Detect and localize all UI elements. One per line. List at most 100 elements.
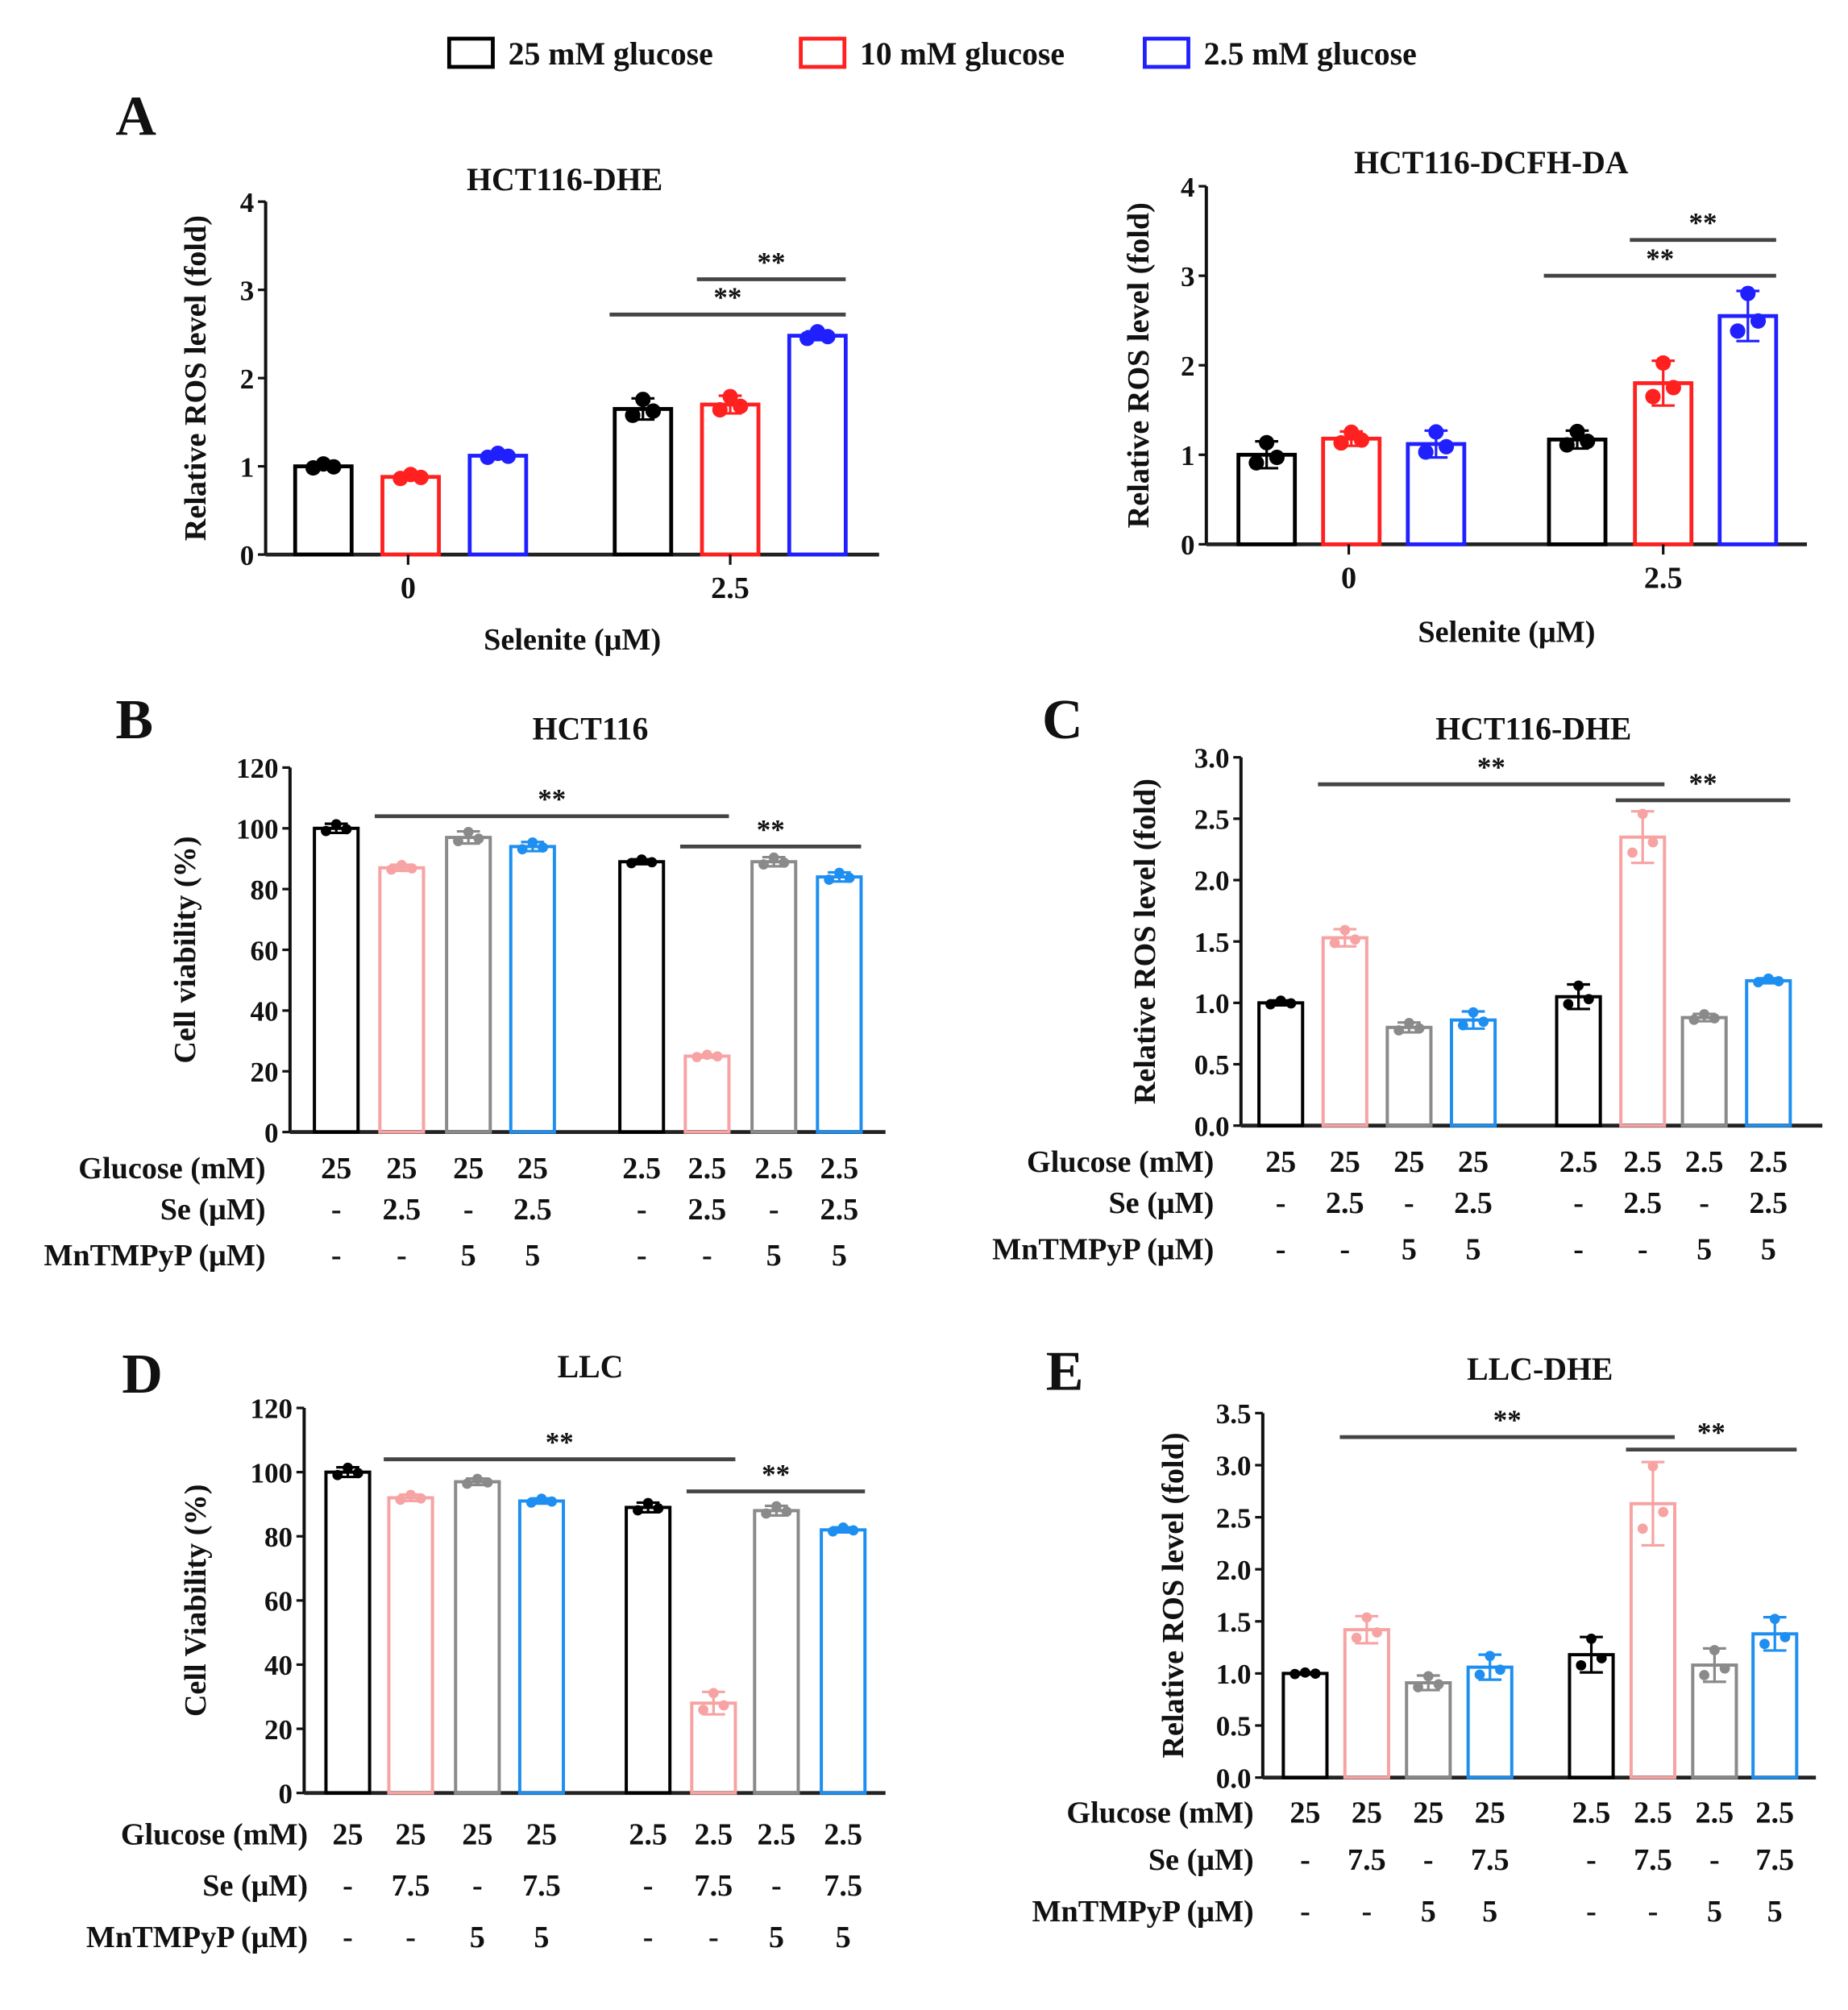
- table-cell: 25: [386, 1152, 417, 1186]
- legend-label: 10 mM glucose: [860, 36, 1065, 72]
- table-cell: -: [1638, 1232, 1648, 1266]
- bar: [1385, 1025, 1433, 1128]
- data-point: [1569, 423, 1585, 439]
- data-point: [1740, 285, 1756, 301]
- table-cell: 5: [1402, 1232, 1417, 1266]
- table-row-label: MnTMPyP (μM): [86, 1921, 308, 1954]
- data-point: [1393, 1025, 1405, 1036]
- bar: [753, 1509, 800, 1795]
- table-cell: 5: [1421, 1895, 1436, 1929]
- data-point: [635, 392, 651, 408]
- table-cell: -: [1300, 1843, 1310, 1877]
- data-point: [415, 1493, 426, 1504]
- chart-title: HCT116-DCFH-DA: [1354, 145, 1629, 181]
- data-point: [768, 852, 779, 863]
- panel-letter: A: [115, 85, 156, 147]
- table-cell: 5: [1761, 1232, 1776, 1266]
- table-cell: -: [637, 1193, 647, 1227]
- table-cell: -: [769, 1193, 779, 1227]
- bar: [1745, 978, 1792, 1128]
- data-point: [1439, 438, 1455, 455]
- table-cell: -: [397, 1239, 407, 1273]
- y-axis-label: Relative ROS level (fold): [1128, 779, 1162, 1104]
- data-point: [1300, 1667, 1310, 1678]
- table-cell: 5: [769, 1921, 784, 1954]
- bar: [517, 1499, 566, 1795]
- y-tick-label: 2.0: [1216, 1555, 1252, 1586]
- table-cell: -: [1648, 1895, 1659, 1929]
- table-cell: 7.5: [1634, 1843, 1672, 1877]
- table-cell: 25: [517, 1152, 548, 1186]
- table-cell: 2.5: [1749, 1186, 1788, 1220]
- data-point: [1647, 1460, 1659, 1472]
- chart-panel-3: C HCT116-DHE Relative ROS level (fold) 0.0 0…: [992, 689, 1823, 1266]
- table-cell: 5: [1767, 1895, 1783, 1929]
- significance-label: **: [762, 1459, 790, 1490]
- bar: [454, 1480, 501, 1795]
- x-tick-label: 2.5: [711, 571, 750, 605]
- panel-letter: B: [115, 689, 153, 751]
- data-point: [722, 388, 738, 405]
- data-point: [625, 407, 641, 423]
- data-point: [527, 837, 538, 848]
- table-cell: 2.5: [1685, 1145, 1724, 1179]
- bar: [816, 875, 863, 1134]
- table-cell: -: [1404, 1186, 1414, 1220]
- table-row-label: Se (μM): [202, 1869, 308, 1903]
- bar: [1321, 936, 1368, 1128]
- data-point: [326, 459, 342, 475]
- table-cell: -: [1573, 1232, 1584, 1266]
- bar: [1717, 314, 1779, 546]
- charts: A HCT116-DHE Relative ROS level (fold) 0 1 2 3…: [44, 85, 1823, 1954]
- table-cell: -: [472, 1869, 483, 1903]
- x-tick-label: 0: [401, 571, 416, 605]
- data-point: [718, 1700, 729, 1711]
- bar: [820, 1528, 867, 1795]
- data-point: [1495, 1664, 1505, 1676]
- data-point: [1719, 1663, 1730, 1674]
- data-point: [538, 842, 548, 853]
- bar: [1680, 1015, 1728, 1128]
- data-point: [341, 824, 352, 835]
- table-cell: -: [1339, 1232, 1350, 1266]
- data-point: [848, 1525, 859, 1536]
- data-point: [1559, 437, 1575, 453]
- bar: [1343, 1628, 1390, 1780]
- table-row-label: MnTMPyP (μM): [992, 1232, 1214, 1266]
- table-cell: 25: [395, 1817, 426, 1851]
- data-point: [712, 1051, 723, 1062]
- data-point: [1414, 1023, 1425, 1034]
- bar: [380, 475, 441, 557]
- significance-label: **: [758, 247, 786, 278]
- y-tick-label: 2: [240, 363, 255, 395]
- table-cell: 2.5: [754, 1152, 793, 1186]
- data-point: [844, 872, 855, 883]
- chart-panel-2: B HCT116 Cell viability (%) 0 20 40 60 80 100 120…: [44, 689, 886, 1273]
- table-cell: -: [463, 1193, 474, 1227]
- table-cell: 2.5: [757, 1817, 795, 1851]
- table-cell: 25: [1413, 1796, 1443, 1829]
- y-tick-label: 60: [264, 1586, 293, 1618]
- y-axis-label: Cell viability (%): [168, 836, 202, 1063]
- table-cell: 25: [1289, 1796, 1320, 1829]
- chart-panel-1: HCT116-DCFH-DA Relative ROS level (fold) 0…: [1122, 145, 1808, 649]
- y-tick-label: 1.0: [1216, 1659, 1252, 1690]
- data-point: [1647, 837, 1659, 848]
- data-point: [1468, 1007, 1479, 1018]
- y-tick-label: 0.5: [1216, 1711, 1252, 1742]
- data-point: [386, 864, 397, 875]
- table-cell: -: [702, 1239, 712, 1273]
- bar: [683, 1054, 731, 1134]
- table-cell: -: [343, 1921, 353, 1954]
- significance-label: **: [713, 282, 741, 314]
- bar: [313, 826, 360, 1134]
- bar: [613, 407, 674, 557]
- y-tick-label: 80: [251, 874, 279, 906]
- table-cell: 5: [1465, 1232, 1480, 1266]
- data-point: [1779, 1632, 1791, 1642]
- bar: [509, 845, 556, 1134]
- chart-title: HCT116: [533, 711, 649, 746]
- table-cell: 7.5: [824, 1869, 862, 1903]
- chart-title: LLC: [558, 1349, 624, 1385]
- table-cell: -: [643, 1921, 654, 1954]
